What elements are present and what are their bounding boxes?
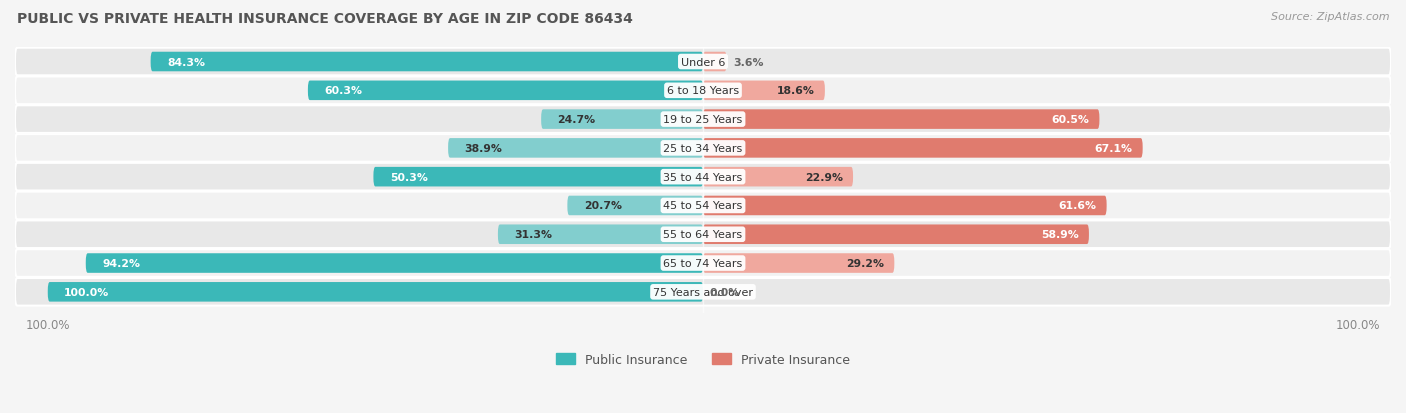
Text: 19 to 25 Years: 19 to 25 Years — [664, 115, 742, 125]
FancyBboxPatch shape — [86, 254, 703, 273]
FancyBboxPatch shape — [15, 249, 1391, 277]
Text: 20.7%: 20.7% — [583, 201, 621, 211]
FancyBboxPatch shape — [703, 196, 1107, 216]
FancyBboxPatch shape — [15, 106, 1391, 133]
Text: 60.5%: 60.5% — [1052, 115, 1090, 125]
FancyBboxPatch shape — [15, 135, 1391, 162]
Legend: Public Insurance, Private Insurance: Public Insurance, Private Insurance — [555, 353, 851, 366]
Text: 75 Years and over: 75 Years and over — [652, 287, 754, 297]
Text: 24.7%: 24.7% — [558, 115, 596, 125]
Text: 0.0%: 0.0% — [710, 287, 740, 297]
Text: 29.2%: 29.2% — [846, 259, 884, 268]
FancyBboxPatch shape — [703, 225, 1088, 244]
Text: 25 to 34 Years: 25 to 34 Years — [664, 144, 742, 154]
FancyBboxPatch shape — [15, 164, 1391, 191]
Text: 61.6%: 61.6% — [1059, 201, 1097, 211]
FancyBboxPatch shape — [568, 196, 703, 216]
Text: 18.6%: 18.6% — [778, 86, 815, 96]
FancyBboxPatch shape — [150, 52, 703, 72]
Text: 35 to 44 Years: 35 to 44 Years — [664, 172, 742, 182]
FancyBboxPatch shape — [374, 168, 703, 187]
Text: 65 to 74 Years: 65 to 74 Years — [664, 259, 742, 268]
Text: PUBLIC VS PRIVATE HEALTH INSURANCE COVERAGE BY AGE IN ZIP CODE 86434: PUBLIC VS PRIVATE HEALTH INSURANCE COVER… — [17, 12, 633, 26]
Text: 45 to 54 Years: 45 to 54 Years — [664, 201, 742, 211]
Text: 3.6%: 3.6% — [733, 57, 763, 67]
Text: 58.9%: 58.9% — [1042, 230, 1080, 240]
Text: 84.3%: 84.3% — [167, 57, 205, 67]
FancyBboxPatch shape — [449, 139, 703, 158]
FancyBboxPatch shape — [498, 225, 703, 244]
Text: 31.3%: 31.3% — [515, 230, 553, 240]
FancyBboxPatch shape — [48, 282, 703, 302]
FancyBboxPatch shape — [308, 81, 703, 101]
FancyBboxPatch shape — [541, 110, 703, 130]
Text: Source: ZipAtlas.com: Source: ZipAtlas.com — [1271, 12, 1389, 22]
Text: 6 to 18 Years: 6 to 18 Years — [666, 86, 740, 96]
Text: 94.2%: 94.2% — [103, 259, 141, 268]
FancyBboxPatch shape — [703, 81, 825, 101]
Text: 100.0%: 100.0% — [65, 287, 110, 297]
FancyBboxPatch shape — [15, 278, 1391, 306]
Text: 55 to 64 Years: 55 to 64 Years — [664, 230, 742, 240]
Text: 50.3%: 50.3% — [389, 172, 427, 182]
Text: 67.1%: 67.1% — [1095, 144, 1133, 154]
Text: 38.9%: 38.9% — [464, 144, 502, 154]
FancyBboxPatch shape — [15, 77, 1391, 105]
FancyBboxPatch shape — [15, 49, 1391, 76]
FancyBboxPatch shape — [703, 254, 894, 273]
Text: 22.9%: 22.9% — [806, 172, 844, 182]
FancyBboxPatch shape — [703, 168, 853, 187]
FancyBboxPatch shape — [15, 221, 1391, 249]
FancyBboxPatch shape — [703, 139, 1143, 158]
FancyBboxPatch shape — [703, 110, 1099, 130]
FancyBboxPatch shape — [703, 52, 727, 72]
FancyBboxPatch shape — [15, 192, 1391, 220]
Text: 60.3%: 60.3% — [325, 86, 363, 96]
Text: Under 6: Under 6 — [681, 57, 725, 67]
